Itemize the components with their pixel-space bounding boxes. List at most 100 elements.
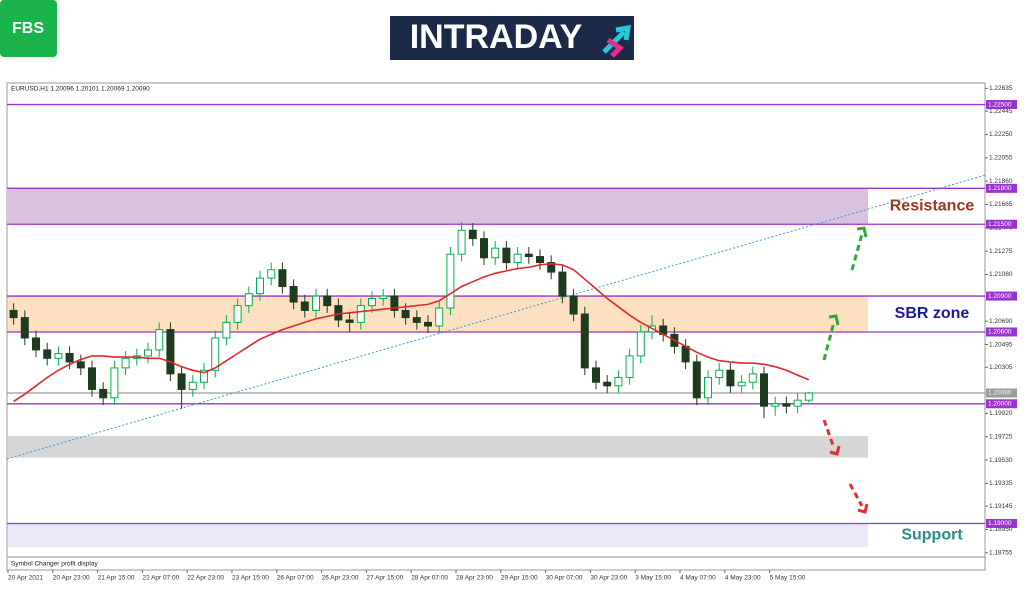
y-tick-label: 1.20690 bbox=[989, 318, 1013, 325]
candle-body bbox=[401, 309, 410, 319]
candle-body bbox=[88, 367, 96, 390]
y-tick-label: 1.20305 bbox=[989, 364, 1013, 371]
trendline bbox=[6, 174, 986, 460]
candle-body bbox=[188, 381, 197, 390]
x-tick-label: 22 Apr 07:00 bbox=[142, 575, 179, 582]
candle-body bbox=[9, 309, 18, 319]
candle-body bbox=[636, 331, 645, 357]
zone bbox=[8, 188, 868, 225]
level-label: 1.20000 bbox=[988, 401, 1012, 408]
candle-body bbox=[65, 353, 74, 363]
candle-body bbox=[760, 373, 768, 407]
banner-box bbox=[390, 16, 634, 60]
x-tick-label: 30 Apr 23:00 bbox=[590, 575, 627, 582]
y-tick-label: 1.22055 bbox=[989, 155, 1013, 162]
candle-body bbox=[569, 295, 578, 315]
candle-body bbox=[155, 329, 164, 351]
candle-body bbox=[592, 367, 600, 383]
candle-body bbox=[267, 269, 276, 279]
candle-body bbox=[144, 349, 152, 357]
candle-body bbox=[244, 293, 253, 307]
candle-body bbox=[692, 361, 701, 399]
arrow-up bbox=[850, 233, 864, 271]
candle-body bbox=[54, 353, 63, 359]
arrows bbox=[822, 226, 869, 514]
level-tag bbox=[986, 518, 1017, 528]
x-tick-label: 26 Apr 07:00 bbox=[277, 575, 314, 582]
candle-body bbox=[737, 381, 746, 387]
candle-body bbox=[166, 329, 175, 375]
candle-body bbox=[323, 295, 332, 307]
zone-label: Support bbox=[901, 527, 963, 544]
zone bbox=[8, 523, 868, 548]
footer-box bbox=[6, 556, 986, 571]
arrow-up bbox=[822, 321, 836, 361]
arrow-head bbox=[857, 503, 869, 514]
candle-body bbox=[334, 305, 343, 321]
level-label: 1.21800 bbox=[988, 185, 1012, 192]
y-tick-label: 1.21080 bbox=[989, 271, 1013, 278]
arrow-down bbox=[822, 419, 836, 449]
candle-body bbox=[390, 295, 399, 311]
candle-body bbox=[200, 369, 208, 383]
banner-arrow-down bbox=[606, 37, 624, 58]
candle-body bbox=[121, 357, 130, 369]
footer: Symbol Changer profit display bbox=[11, 561, 98, 568]
candle-body bbox=[43, 349, 52, 359]
logo-box bbox=[0, 0, 57, 57]
candle-body bbox=[300, 301, 309, 311]
x-tick-label: 21 Apr 15:00 bbox=[98, 575, 135, 582]
level-tag bbox=[986, 219, 1017, 229]
y-tick-label: 1.20495 bbox=[989, 341, 1013, 348]
x-tick-label: 26 Apr 23:00 bbox=[322, 575, 359, 582]
candle-body bbox=[513, 253, 522, 264]
y-tick-label: 1.21665 bbox=[989, 201, 1013, 208]
x-tick-label: 22 Apr 23:00 bbox=[187, 575, 224, 582]
candle-body bbox=[289, 285, 298, 303]
candle-body bbox=[468, 229, 477, 240]
y-tick-label: 1.21275 bbox=[989, 248, 1013, 255]
candle-body bbox=[681, 345, 690, 363]
candle-body bbox=[603, 381, 612, 387]
candle-body bbox=[76, 361, 85, 369]
y-tick-label: 1.19530 bbox=[989, 457, 1013, 464]
y-tick-label: 1.18755 bbox=[989, 550, 1013, 557]
candle-body bbox=[726, 369, 735, 387]
y-tick-label: 1.19920 bbox=[989, 410, 1013, 417]
candle-body bbox=[278, 269, 287, 287]
candle-body bbox=[368, 297, 376, 307]
candle-body bbox=[32, 337, 40, 351]
y-tick-label: 1.18950 bbox=[989, 526, 1013, 533]
arrow-head bbox=[856, 226, 868, 238]
x-tick-label: 20 Apr 2021 bbox=[8, 575, 43, 582]
y-tick-label: 1.19335 bbox=[989, 480, 1013, 487]
level-tag bbox=[986, 399, 1017, 409]
x-tick-label: 29 Apr 15:00 bbox=[501, 575, 538, 582]
candle-body bbox=[345, 319, 354, 323]
zone-label: SBR zone bbox=[895, 305, 970, 322]
candle-body bbox=[748, 373, 757, 383]
candle-body bbox=[20, 317, 29, 339]
x-tick-label: 28 Apr 23:00 bbox=[456, 575, 493, 582]
candle-body bbox=[256, 277, 264, 295]
symbol-header: EURUSD,H1 1.20096 1.20101 1.20069 1.2009… bbox=[11, 86, 150, 93]
candle-body bbox=[502, 247, 511, 264]
candle-body bbox=[222, 321, 231, 339]
candle-body bbox=[312, 295, 320, 311]
level-label: 1.20900 bbox=[988, 293, 1012, 300]
candle-body bbox=[110, 367, 119, 399]
candle-body bbox=[524, 253, 533, 258]
candle-body bbox=[782, 403, 791, 407]
candle-body bbox=[211, 337, 220, 371]
arrow-head bbox=[829, 445, 841, 456]
level-tag bbox=[986, 183, 1017, 193]
candle-body bbox=[793, 399, 802, 407]
candle-body bbox=[379, 295, 388, 299]
level-label: 1.20600 bbox=[988, 329, 1012, 336]
y-tick-label: 1.22445 bbox=[989, 108, 1013, 115]
candle-body bbox=[457, 229, 466, 255]
level-tag bbox=[986, 327, 1017, 337]
candle-body bbox=[614, 376, 623, 387]
candle-body bbox=[625, 355, 634, 378]
